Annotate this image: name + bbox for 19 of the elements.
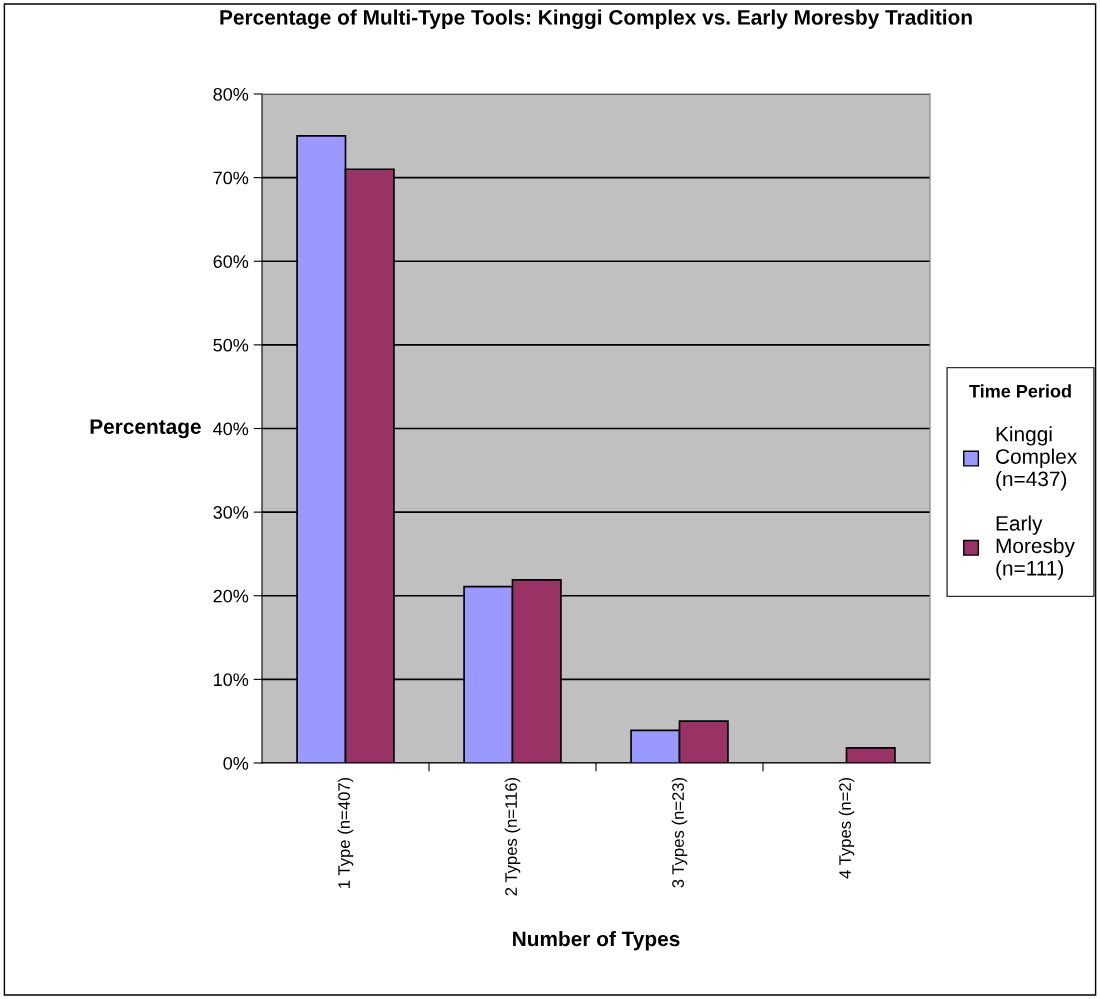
- y-tick-label: 80%: [213, 87, 249, 101]
- y-tick-label: 30%: [213, 506, 249, 519]
- chart-title: Percentage of Multi-Type Tools: Kinggi Complex vs. Early Moresby Tradition: [220, 9, 972, 29]
- legend-label: Early Moresby (n=111): [996, 515, 1075, 580]
- y-tick-label: 0%: [223, 756, 249, 770]
- y-tick-label: 40%: [213, 422, 249, 436]
- y-tick-label: 20%: [213, 589, 249, 603]
- x-tick-label: 3 Types (n=23): [671, 777, 688, 888]
- x-tick-label: 2 Types (n=116): [504, 777, 521, 896]
- x-tick-label: 1 Type (n=407): [337, 777, 354, 888]
- legend-label: Kinggi Complex (n=437): [996, 426, 1077, 491]
- legend-title: Time Period: [969, 384, 1071, 398]
- y-tick-label: 50%: [213, 338, 249, 352]
- x-tick-label: 4 Types (n=2): [838, 777, 855, 879]
- y-tick-label: 70%: [213, 171, 249, 185]
- y-tick-label: 10%: [214, 673, 249, 687]
- y-tick-label: 60%: [213, 255, 249, 268]
- x-axis-title: Number of Types: [513, 930, 680, 951]
- y-axis-title: Percentage: [90, 419, 201, 439]
